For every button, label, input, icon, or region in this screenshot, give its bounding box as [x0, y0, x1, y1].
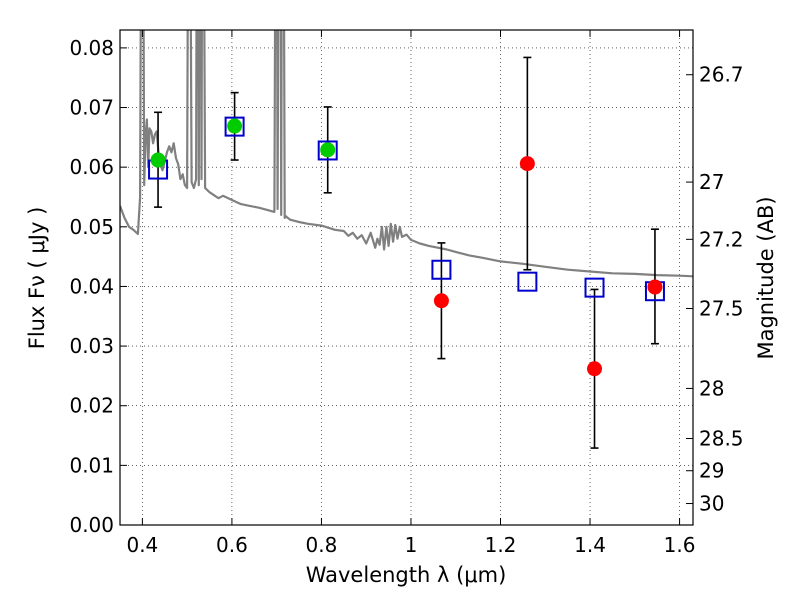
model-flux-square — [517, 271, 538, 292]
y2-tick-label: 27.2 — [699, 227, 744, 251]
model-spectrum-line — [120, 30, 693, 278]
y2-tick-label: 27.5 — [699, 297, 744, 321]
x-tick-label: 0.8 — [306, 533, 338, 557]
y-tick-label: 0.01 — [69, 453, 114, 477]
flux-point — [647, 279, 663, 295]
model-flux-square — [584, 277, 605, 298]
model-flux-square — [224, 116, 245, 137]
plot-frame — [119, 29, 694, 526]
x-tick-label: 1.4 — [574, 533, 606, 557]
y2-tick-label: 30 — [699, 492, 724, 516]
flux-point — [227, 118, 243, 134]
x-tick-label: 1.6 — [664, 533, 696, 557]
flux-point — [587, 361, 603, 377]
x-tick-label: 0.6 — [216, 533, 248, 557]
x-axis-label: Wavelength λ (μm) — [306, 563, 507, 587]
y-tick-label: 0.07 — [69, 96, 114, 120]
y2-tick-label: 28 — [699, 376, 724, 400]
flux-point — [320, 142, 336, 158]
x-tick-label: 0.4 — [126, 533, 158, 557]
y-tick-label: 0.05 — [69, 215, 114, 239]
plot-area — [120, 30, 693, 449]
y-tick-label: 0.00 — [69, 513, 114, 537]
flux-point — [433, 293, 449, 309]
y2-tick-label: 29 — [699, 459, 724, 483]
y-tick-label: 0.08 — [69, 36, 114, 60]
y-tick-label: 0.03 — [69, 334, 114, 358]
y-tick-label: 0.02 — [69, 394, 114, 418]
flux-point — [150, 152, 166, 168]
y2-tick-label: 27 — [699, 170, 724, 194]
y2-tick-label: 28.5 — [699, 427, 744, 451]
y-axis-label: Flux Fν ( μJy ) — [25, 207, 49, 350]
y2-tick-label: 26.7 — [699, 63, 744, 87]
x-tick-label: 1.2 — [485, 533, 517, 557]
axes: 0.4 0.6 0.8 1 1.2 1.4 1.6 0.00 0.01 0.02 0.03 0.04 0… — [69, 30, 744, 557]
y2-axis-label: Magnitude (AB) — [754, 196, 778, 359]
y-tick-label: 0.04 — [69, 274, 114, 298]
x-tick-label: 1 — [405, 533, 418, 557]
grid — [120, 30, 693, 526]
model-flux-square — [431, 259, 452, 280]
flux-point — [519, 156, 535, 172]
y-tick-label: 0.06 — [69, 155, 114, 179]
model-flux-square — [317, 140, 338, 161]
